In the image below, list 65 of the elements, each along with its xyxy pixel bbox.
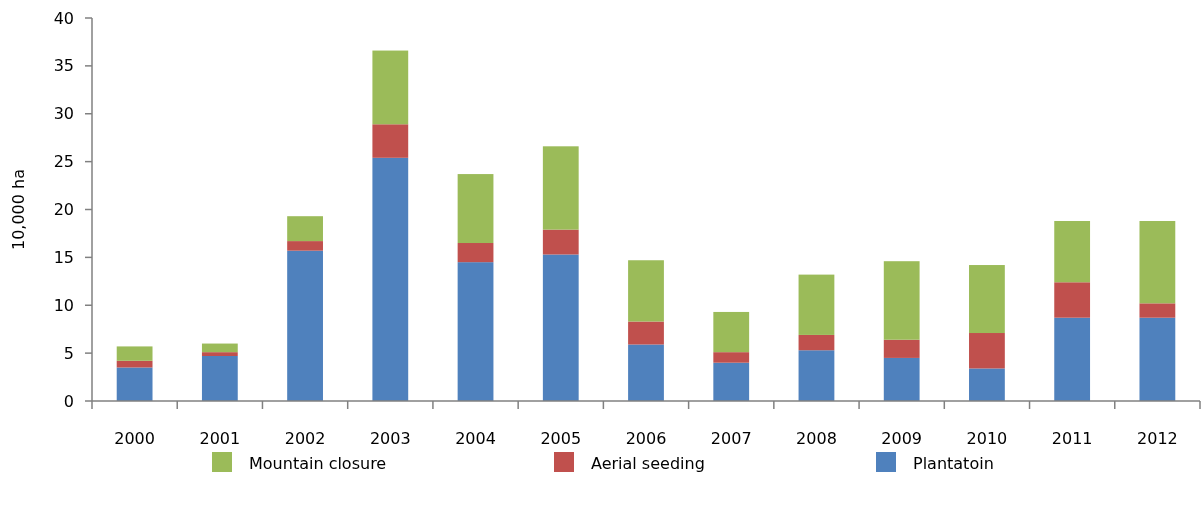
x-tick-label: 2001 (199, 429, 241, 448)
y-tick-label: 0 (63, 391, 74, 411)
bar (628, 260, 664, 322)
x-tick-label: 2009 (881, 429, 923, 448)
bar (798, 350, 835, 401)
x-tick-label: 2002 (284, 429, 326, 448)
y-tick-label: 10 (53, 295, 74, 315)
bar (1139, 303, 1176, 318)
bar (969, 333, 1005, 369)
bar (457, 174, 494, 244)
bar (287, 216, 323, 242)
bar (1054, 317, 1091, 401)
bar (457, 262, 494, 401)
y-tick-label: 20 (53, 200, 74, 220)
bar (457, 243, 494, 263)
bar (201, 352, 238, 356)
bar (798, 334, 835, 351)
x-tick-label: 2000 (114, 429, 155, 448)
x-tick-label: 2003 (369, 429, 411, 448)
bar (628, 321, 664, 345)
bar (287, 241, 323, 251)
bar (1054, 282, 1091, 318)
bar (542, 229, 579, 255)
bar (883, 339, 920, 358)
legend-label: Aerial seeding (591, 453, 705, 473)
y-tick-label: 25 (53, 152, 74, 172)
bar (969, 265, 1005, 334)
bar (116, 367, 153, 401)
bar (201, 343, 238, 353)
bar (798, 274, 835, 335)
bar (628, 344, 664, 401)
x-tick-label: 2011 (1051, 429, 1093, 448)
bar (542, 254, 579, 401)
legend-label: Plantatoin (913, 453, 994, 473)
bar (287, 250, 323, 401)
bar (201, 356, 238, 401)
y-tick-label: 40 (53, 8, 74, 28)
bar (372, 157, 409, 401)
y-tick-label: 30 (53, 104, 74, 124)
x-tick-label: 2012 (1137, 429, 1178, 448)
y-axis-title: 10,000 ha (9, 168, 28, 251)
y-tick-label: 15 (53, 247, 74, 267)
bar (372, 50, 409, 125)
x-tick-label: 2010 (966, 429, 1008, 448)
bar (883, 261, 920, 340)
x-tick-label: 2006 (625, 429, 667, 448)
bar (713, 362, 750, 401)
y-tick-label: 5 (63, 343, 74, 363)
legend-label: Mountain closure (249, 453, 387, 473)
bar (1139, 220, 1176, 304)
bar (116, 346, 153, 361)
bar (116, 360, 153, 368)
bar (969, 368, 1005, 401)
bar (713, 352, 750, 363)
x-tick-label: 2007 (710, 429, 752, 448)
bar (372, 124, 409, 158)
bar (883, 357, 920, 401)
y-tick-label: 35 (53, 56, 74, 76)
x-tick-label: 2004 (455, 429, 496, 448)
x-tick-label: 2008 (796, 429, 837, 448)
bar (542, 146, 579, 230)
bar (713, 311, 750, 353)
bar (1054, 220, 1091, 283)
x-tick-label: 2005 (540, 429, 582, 448)
bar (1139, 317, 1176, 401)
